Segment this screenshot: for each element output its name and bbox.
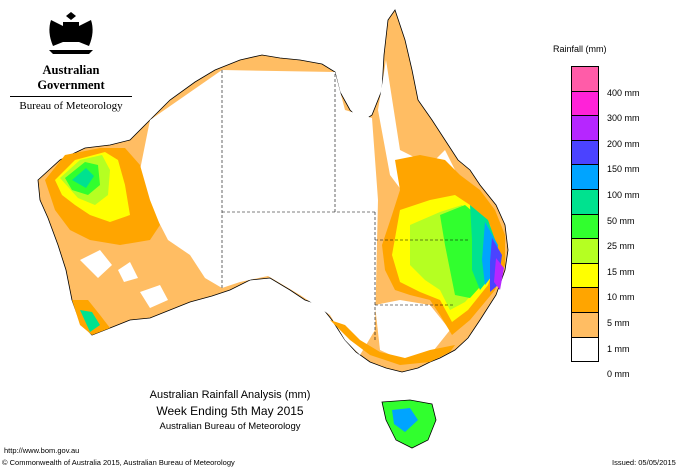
bureau-name: Bureau of Meteorology — [10, 96, 132, 112]
legend-swatch — [571, 66, 599, 92]
legend-swatch — [571, 213, 599, 240]
legend-label: 400 mm — [607, 87, 640, 98]
legend-swatch — [571, 287, 599, 313]
map-title: Australian Rainfall Analysis (mm) — [149, 389, 311, 401]
map-subtitle: Week Ending 5th May 2015 — [156, 404, 304, 418]
tasmania-rain-core — [392, 408, 418, 432]
legend-swatch — [571, 311, 599, 338]
map-credit: Australian Bureau of Meteorology — [159, 421, 301, 432]
legend-swatch — [571, 139, 599, 166]
dry-zone-centre — [138, 70, 378, 355]
legend-swatch — [571, 115, 599, 141]
rain-band-south-coast — [330, 320, 455, 365]
branding-block: Australian Government Bureau of Meteorol… — [10, 12, 132, 112]
dry-zone-sw — [80, 250, 168, 308]
legend-swatch — [571, 164, 599, 190]
footer-issued: Issued: 05/05/2015 — [612, 458, 676, 467]
government-name: Australian Government — [37, 63, 105, 92]
dry-zone-east — [375, 300, 450, 360]
rain-band-west-100mm — [72, 168, 94, 188]
legend-label: 25 mm — [607, 241, 635, 252]
legend-label: 100 mm — [607, 190, 640, 200]
coat-of-arms-icon — [49, 12, 93, 54]
legend-label: 150 mm — [607, 164, 640, 175]
legend-swatch — [571, 262, 599, 289]
legend-swatch — [571, 90, 599, 117]
legend-label: 300 mm — [607, 113, 640, 124]
legend-label: 200 mm — [607, 138, 640, 149]
legend — [571, 66, 599, 363]
legend-label: 50 mm — [607, 215, 635, 226]
legend-title: Rainfall (mm) — [553, 44, 607, 54]
rain-band-sw-corner-green — [80, 310, 100, 332]
legend-label: 1 mm — [607, 343, 630, 354]
rain-band-east-300mm — [494, 258, 504, 290]
legend-label: 10 mm — [607, 292, 635, 303]
legend-swatch — [571, 188, 599, 215]
state-borders — [221, 70, 470, 340]
footer-copyright: © Commonwealth of Australia 2015, Austra… — [2, 458, 235, 467]
legend-swatch — [571, 238, 599, 264]
legend-label: 0 mm — [607, 369, 630, 380]
footer-url[interactable]: http://www.bom.gov.au — [4, 446, 80, 455]
legend-swatch — [571, 336, 599, 363]
legend-label: 5 mm — [607, 318, 630, 328]
legend-label: 15 mm — [607, 266, 635, 277]
